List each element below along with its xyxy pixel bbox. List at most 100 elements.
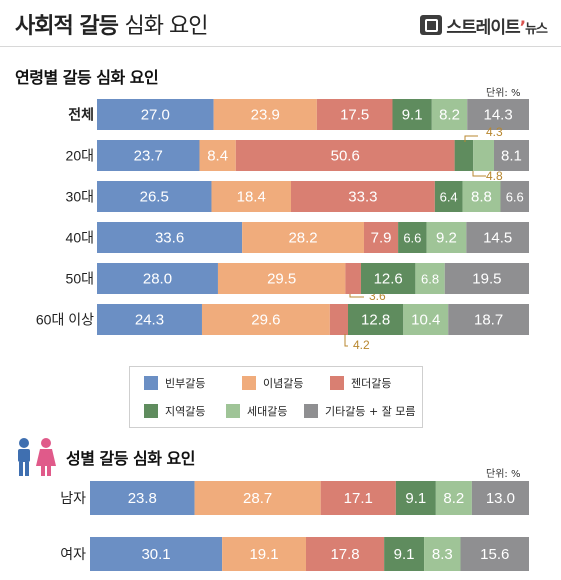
bar-segment <box>395 481 436 515</box>
logo-icon <box>420 15 443 35</box>
legend-item: 이념갈등 <box>242 375 303 391</box>
data-label: 14.5 <box>483 230 512 247</box>
data-label: 18.7 <box>474 312 503 329</box>
data-label: 8.2 <box>443 490 464 507</box>
header-divider <box>0 46 561 47</box>
bar-segment <box>444 263 529 294</box>
bar-segment <box>392 99 432 130</box>
bar-segment <box>424 537 461 571</box>
category-label: 60대 이상 <box>36 312 94 328</box>
data-label: 27.0 <box>141 107 170 124</box>
bar-segment <box>471 481 529 515</box>
bar-segment <box>345 263 361 294</box>
bar-segment <box>97 181 212 212</box>
bar-segment <box>199 140 236 171</box>
bar-segment <box>462 181 501 212</box>
bar-segment <box>90 481 195 515</box>
category-label: 40대 <box>66 230 94 246</box>
data-label: 8.8 <box>471 189 492 206</box>
data-label: 8.2 <box>439 107 460 124</box>
data-label: 4.2 <box>353 338 370 352</box>
data-label: 33.3 <box>348 189 377 206</box>
legend-swatch <box>330 376 344 390</box>
data-label: 4.8 <box>486 169 503 183</box>
data-label: 50.6 <box>331 148 360 165</box>
bar-segment <box>201 304 330 335</box>
bar-segment <box>211 181 291 212</box>
page-title-bold: 사회적 갈등 <box>15 14 119 39</box>
bar-segment <box>320 481 396 515</box>
page-title: 사회적 갈등 심화 요인 <box>15 8 209 40</box>
legend-swatch <box>144 404 158 418</box>
people-icon <box>18 438 56 476</box>
page-title-light: 심화 요인 <box>124 14 209 39</box>
callout-line <box>464 135 478 142</box>
bar-segment <box>213 99 317 130</box>
bar-segment <box>97 222 243 253</box>
bar-segment <box>305 537 385 571</box>
bar-segment <box>222 537 306 571</box>
legend-swatch <box>144 376 158 390</box>
legend-label: 세대갈등 <box>247 405 288 418</box>
data-label: 8.3 <box>432 546 453 563</box>
bar-segment <box>435 481 472 515</box>
data-label: 26.5 <box>140 189 169 206</box>
bar-segment <box>448 304 529 335</box>
data-label: 9.1 <box>402 107 423 124</box>
data-label: 28.2 <box>288 230 317 247</box>
bar-segment <box>384 537 425 571</box>
data-label: 6.6 <box>506 190 524 205</box>
data-label: 17.1 <box>344 490 373 507</box>
data-label: 33.6 <box>155 230 184 247</box>
data-label: 12.8 <box>361 312 390 329</box>
legend-label: 지역갈등 <box>165 405 206 418</box>
bar-segment <box>97 304 202 335</box>
bar-segment <box>316 99 393 130</box>
data-label: 8.4 <box>207 148 228 165</box>
data-label: 17.8 <box>330 546 359 563</box>
bar-segment <box>426 222 467 253</box>
legend-item: 세대갈등 <box>226 403 287 419</box>
legend-label: 이념갈등 <box>263 377 304 390</box>
brand-logo: 스트레이트’뉴스 <box>420 14 548 38</box>
legend-label: 기타갈등 + 잘 모름 <box>325 405 416 418</box>
callout-line <box>349 294 364 298</box>
bar-segment <box>97 263 218 294</box>
data-label: 9.1 <box>405 490 426 507</box>
bar-segment <box>434 181 463 212</box>
bar-segment <box>466 222 529 253</box>
logo-main: 스트레이트 <box>446 17 520 38</box>
bar-segment <box>500 181 529 212</box>
bar-segment <box>403 304 449 335</box>
logo-sub: 뉴스 <box>525 21 548 37</box>
data-label: 18.4 <box>237 189 266 206</box>
legend-item: 지역갈등 <box>144 403 205 419</box>
legend-label: 빈부갈등 <box>165 377 206 390</box>
bar-segment <box>473 140 494 171</box>
data-label: 19.1 <box>249 546 278 563</box>
bar-segment <box>415 263 445 294</box>
data-label: 7.9 <box>371 230 392 247</box>
data-label: 13.0 <box>486 490 515 507</box>
bar-segment <box>194 481 321 515</box>
bar-segment <box>467 99 529 130</box>
category-label: 30대 <box>66 189 94 205</box>
header: 사회적 갈등 심화 요인 스트레이트’뉴스 <box>0 0 561 46</box>
bar-segment <box>97 99 214 130</box>
legend: 빈부갈등 이념갈등 젠더갈등 지역갈등 세대갈등 기타갈등 + 잘 모름 <box>129 366 423 428</box>
bar-segment <box>347 304 404 335</box>
data-label: 8.1 <box>501 148 522 165</box>
data-label: 28.0 <box>143 271 172 288</box>
callout-line <box>344 334 348 347</box>
legend-swatch <box>242 376 256 390</box>
data-label: 30.1 <box>141 546 170 563</box>
data-label: 6.6 <box>403 231 421 246</box>
data-label: 23.9 <box>251 107 280 124</box>
legend-label: 젠더갈등 <box>351 377 392 390</box>
gender-chart-title: 성별 갈등 심화 요인 <box>66 449 195 468</box>
data-label: 15.6 <box>480 546 509 563</box>
legend-item: 젠더갈등 <box>330 375 391 391</box>
data-label: 10.4 <box>411 312 440 329</box>
callout-line <box>472 171 486 177</box>
